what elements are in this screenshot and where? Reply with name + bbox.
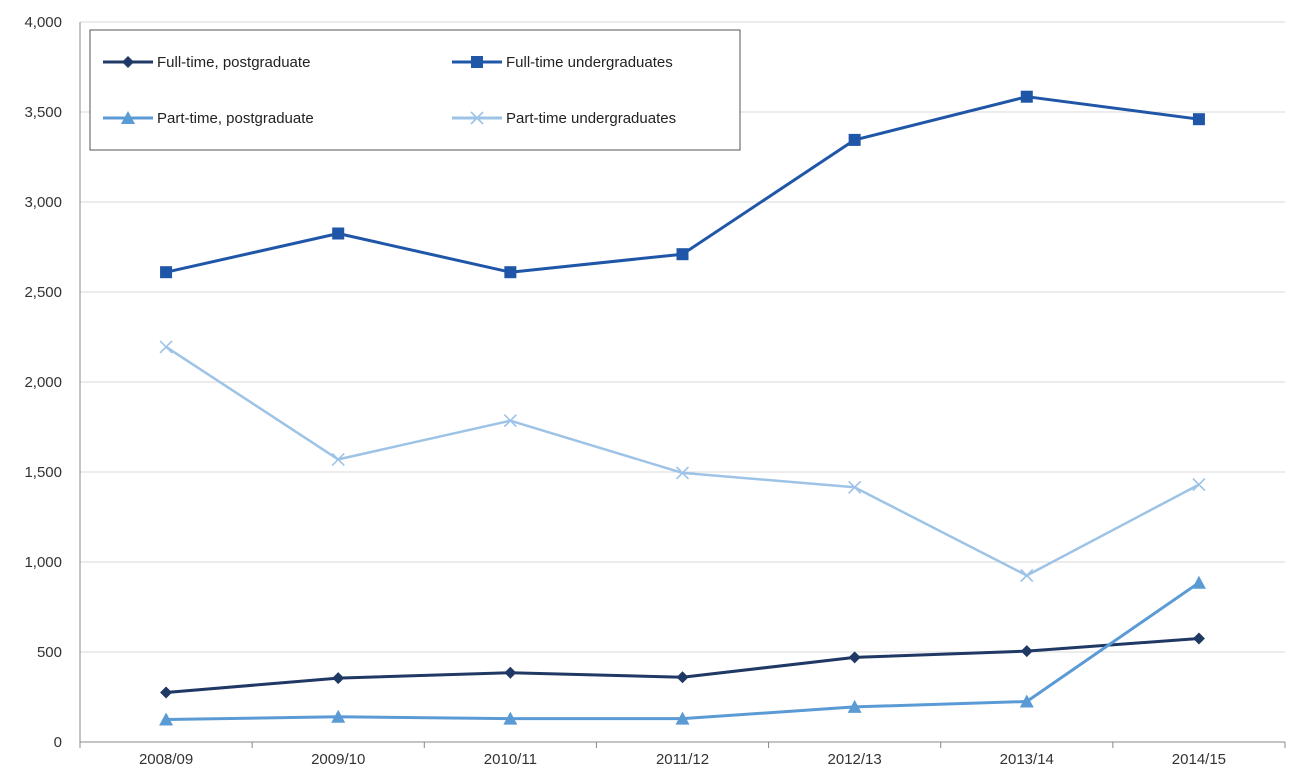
data-point [332, 672, 345, 685]
y-tick-label: 3,500 [24, 104, 62, 121]
data-point [848, 480, 862, 494]
y-tick-label: 500 [37, 644, 62, 661]
legend-label: Full-time, postgraduate [157, 54, 310, 71]
legend-item: Full-time undergraduates [452, 54, 673, 71]
data-point [1192, 113, 1205, 126]
x-tick-label: 2012/13 [828, 751, 882, 768]
data-point [332, 227, 345, 240]
legend-swatch-marker [471, 56, 483, 68]
data-point [331, 709, 346, 723]
legend: Full-time, postgraduate Full-time undergr… [89, 29, 741, 151]
legend-item: Part-time, postgraduate [103, 110, 314, 127]
y-tick-label: 4,000 [24, 14, 62, 31]
legend-label: Part-time, postgraduate [157, 110, 314, 127]
data-point [504, 266, 517, 279]
data-point [676, 671, 689, 684]
y-tick-label: 2,500 [24, 284, 62, 301]
data-point [675, 711, 690, 725]
data-point [848, 133, 861, 146]
data-point [331, 452, 345, 466]
x-tick-label: 2009/10 [311, 751, 365, 768]
data-point [1019, 694, 1034, 708]
data-point [503, 711, 518, 725]
legend-item: Full-time, postgraduate [103, 54, 310, 71]
series-0 [160, 632, 1205, 699]
axes: 0 500 1,000 1,500 2,000 2,500 3,000 3,500 4,000 2… [24, 14, 1286, 768]
series-2 [159, 575, 1206, 726]
data-point [847, 699, 862, 713]
data-point [675, 466, 690, 480]
data-point [159, 340, 173, 354]
y-tick-label: 3,000 [24, 194, 62, 211]
data-point [1020, 645, 1033, 658]
y-tick-label: 2,000 [24, 374, 62, 391]
data-point [159, 712, 174, 726]
x-tick-label: 2008/09 [139, 751, 193, 768]
series-layer [159, 90, 1206, 726]
data-point [1020, 90, 1033, 103]
data-point [503, 414, 517, 428]
data-point [676, 248, 689, 261]
legend-label: Part-time undergraduates [506, 110, 676, 127]
legend-swatch-marker [470, 111, 484, 125]
series-line [165, 345, 1200, 577]
legend-box [89, 29, 741, 151]
legend-swatch-marker [122, 56, 134, 68]
x-tick-label: 2010/11 [484, 751, 537, 768]
data-point [1191, 575, 1206, 589]
series-1 [160, 90, 1205, 279]
x-tick-label: 2014/15 [1172, 751, 1226, 768]
data-point [160, 686, 173, 699]
legend-swatch-marker [121, 111, 135, 124]
data-point [160, 266, 173, 279]
series-line [165, 637, 1200, 694]
data-point [504, 666, 517, 679]
x-tick-label: 2013/14 [1000, 751, 1054, 768]
data-point [1192, 478, 1206, 492]
data-point [848, 651, 861, 664]
legend-label: Full-time undergraduates [506, 54, 673, 71]
y-tick-label: 0 [54, 734, 62, 751]
legend-item: Part-time undergraduates [452, 110, 676, 127]
data-point [1192, 632, 1205, 645]
data-point [1020, 568, 1034, 583]
x-tick-label: 2011/12 [656, 751, 709, 768]
y-tick-label: 1,000 [24, 554, 62, 571]
series-3 [159, 340, 1206, 583]
y-tick-label: 1,500 [24, 464, 62, 481]
